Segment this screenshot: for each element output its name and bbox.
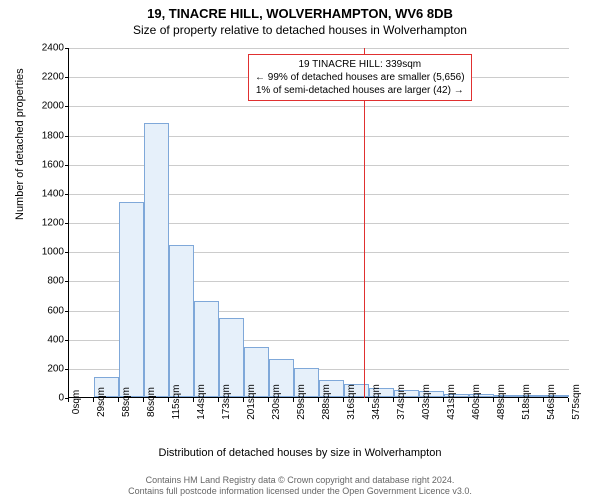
xtick-label: 259sqm: [296, 384, 307, 420]
footer-attribution: Contains HM Land Registry data © Crown c…: [0, 475, 600, 498]
ytick-label: 400: [14, 334, 64, 345]
xtick-label: 144sqm: [196, 384, 207, 420]
xtick-label: 0sqm: [71, 390, 82, 414]
ytick-mark: [65, 369, 69, 370]
xtick-label: 29sqm: [96, 387, 107, 417]
ytick-label: 600: [14, 305, 64, 316]
histogram-bar: [144, 123, 169, 397]
ytick-mark: [65, 223, 69, 224]
xtick-mark: [468, 398, 469, 402]
footer-line1: Contains HM Land Registry data © Crown c…: [0, 475, 600, 486]
xtick-label: 173sqm: [221, 384, 232, 420]
xtick-mark: [118, 398, 119, 402]
ytick-mark: [65, 194, 69, 195]
x-axis-label: Distribution of detached houses by size …: [0, 447, 600, 459]
xtick-label: 575sqm: [571, 384, 582, 420]
ytick-mark: [65, 77, 69, 78]
ytick-label: 800: [14, 276, 64, 287]
ytick-mark: [65, 165, 69, 166]
ytick-mark: [65, 281, 69, 282]
info-line1: 19 TINACRE HILL: 339sqm: [255, 58, 465, 71]
chart-title: 19, TINACRE HILL, WOLVERHAMPTON, WV6 8DB: [0, 0, 600, 21]
ytick-mark: [65, 106, 69, 107]
ytick-mark: [65, 252, 69, 253]
ytick-label: 0: [14, 393, 64, 404]
ytick-label: 1400: [14, 188, 64, 199]
ytick-label: 1000: [14, 247, 64, 258]
xtick-mark: [143, 398, 144, 402]
xtick-label: 518sqm: [521, 384, 532, 420]
ytick-mark: [65, 136, 69, 137]
gridline: [69, 106, 569, 107]
ytick-label: 1800: [14, 130, 64, 141]
xtick-label: 345sqm: [371, 384, 382, 420]
ytick-label: 2400: [14, 43, 64, 54]
marker-info-box: 19 TINACRE HILL: 339sqm ← 99% of detache…: [248, 54, 472, 101]
xtick-label: 546sqm: [546, 384, 557, 420]
ytick-label: 2200: [14, 72, 64, 83]
xtick-label: 115sqm: [171, 385, 182, 420]
xtick-mark: [193, 398, 194, 402]
xtick-mark: [93, 398, 94, 402]
xtick-mark: [168, 398, 169, 402]
xtick-mark: [568, 398, 569, 402]
xtick-label: 201sqm: [246, 384, 257, 420]
xtick-mark: [543, 398, 544, 402]
xtick-mark: [68, 398, 69, 402]
ytick-mark: [65, 48, 69, 49]
xtick-mark: [343, 398, 344, 402]
xtick-mark: [493, 398, 494, 402]
xtick-mark: [293, 398, 294, 402]
xtick-label: 58sqm: [121, 387, 132, 417]
xtick-mark: [418, 398, 419, 402]
xtick-label: 86sqm: [146, 387, 157, 417]
xtick-label: 460sqm: [471, 384, 482, 420]
xtick-mark: [218, 398, 219, 402]
histogram-bar: [194, 301, 219, 397]
xtick-mark: [368, 398, 369, 402]
info-line3: 1% of semi-detached houses are larger (4…: [255, 84, 465, 97]
xtick-label: 431sqm: [446, 384, 457, 420]
xtick-mark: [518, 398, 519, 402]
chart-subtitle: Size of property relative to detached ho…: [0, 21, 600, 41]
ytick-label: 2000: [14, 101, 64, 112]
ytick-mark: [65, 311, 69, 312]
xtick-mark: [393, 398, 394, 402]
histogram-bar: [169, 245, 194, 397]
xtick-label: 316sqm: [346, 384, 357, 420]
xtick-mark: [318, 398, 319, 402]
ytick-label: 200: [14, 363, 64, 374]
xtick-label: 403sqm: [421, 384, 432, 420]
xtick-label: 374sqm: [396, 384, 407, 420]
gridline: [69, 48, 569, 49]
info-line2: ← 99% of detached houses are smaller (5,…: [255, 71, 465, 84]
xtick-mark: [443, 398, 444, 402]
xtick-label: 288sqm: [321, 384, 332, 420]
xtick-label: 489sqm: [496, 384, 507, 420]
footer-line2: Contains full postcode information licen…: [0, 486, 600, 497]
histogram-bar: [119, 202, 144, 397]
ytick-mark: [65, 340, 69, 341]
xtick-mark: [243, 398, 244, 402]
chart-area: 0200400600800100012001400160018002000220…: [68, 48, 568, 398]
xtick-mark: [268, 398, 269, 402]
ytick-label: 1200: [14, 218, 64, 229]
ytick-label: 1600: [14, 159, 64, 170]
xtick-label: 230sqm: [271, 384, 282, 420]
